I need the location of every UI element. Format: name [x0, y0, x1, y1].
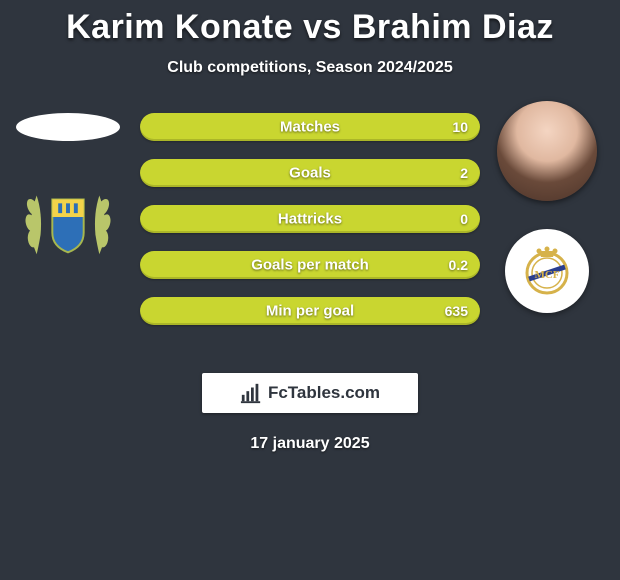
player-photo-placeholder — [16, 113, 120, 141]
stat-value-right: 10 — [452, 119, 468, 135]
wreath-crest-icon — [19, 177, 117, 263]
stats-area: MCF Matches 10 Goals 2 Hattricks 0 — [0, 101, 620, 361]
stat-label: Min per goal — [266, 303, 354, 320]
left-club-crest — [19, 177, 117, 263]
subtitle: Club competitions, Season 2024/2025 — [0, 59, 620, 77]
stat-label: Matches — [280, 119, 340, 136]
stat-value-right: 0.2 — [449, 257, 468, 273]
comparison-infographic: Karim Konate vs Brahim Diaz Club competi… — [0, 0, 620, 453]
brand-text: FcTables.com — [268, 383, 380, 403]
date-line: 17 january 2025 — [0, 435, 620, 453]
stat-bar-goals-per-match: Goals per match 0.2 — [140, 251, 480, 279]
stat-bar-matches: Matches 10 — [140, 113, 480, 141]
brand-box: FcTables.com — [202, 373, 418, 413]
stat-bar-goals: Goals 2 — [140, 159, 480, 187]
player-photo — [497, 101, 597, 201]
bar-chart-icon — [240, 382, 262, 404]
right-player-column: MCF — [492, 101, 602, 313]
stat-value-right: 0 — [460, 211, 468, 227]
stat-label: Goals — [289, 165, 331, 182]
page-title: Karim Konate vs Brahim Diaz — [0, 8, 620, 47]
svg-text:MCF: MCF — [534, 269, 559, 281]
stat-bar-hattricks: Hattricks 0 — [140, 205, 480, 233]
stat-value-right: 2 — [460, 165, 468, 181]
right-club-crest: MCF — [505, 229, 589, 313]
real-madrid-crest-icon: MCF — [519, 243, 575, 299]
stat-value-right: 635 — [445, 303, 468, 319]
stat-bars: Matches 10 Goals 2 Hattricks 0 Goals per… — [140, 113, 480, 325]
stat-label: Goals per match — [251, 257, 369, 274]
stat-label: Hattricks — [278, 211, 342, 228]
stat-bar-min-per-goal: Min per goal 635 — [140, 297, 480, 325]
left-player-column — [8, 101, 128, 263]
